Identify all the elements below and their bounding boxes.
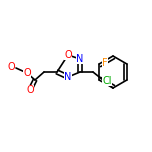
Text: O: O [26, 85, 34, 95]
Text: Cl: Cl [102, 76, 112, 86]
Text: F: F [102, 58, 108, 68]
Text: O: O [7, 62, 15, 72]
Text: O: O [23, 68, 31, 78]
Text: O: O [64, 50, 72, 60]
Text: N: N [64, 72, 72, 82]
Text: N: N [76, 54, 84, 64]
